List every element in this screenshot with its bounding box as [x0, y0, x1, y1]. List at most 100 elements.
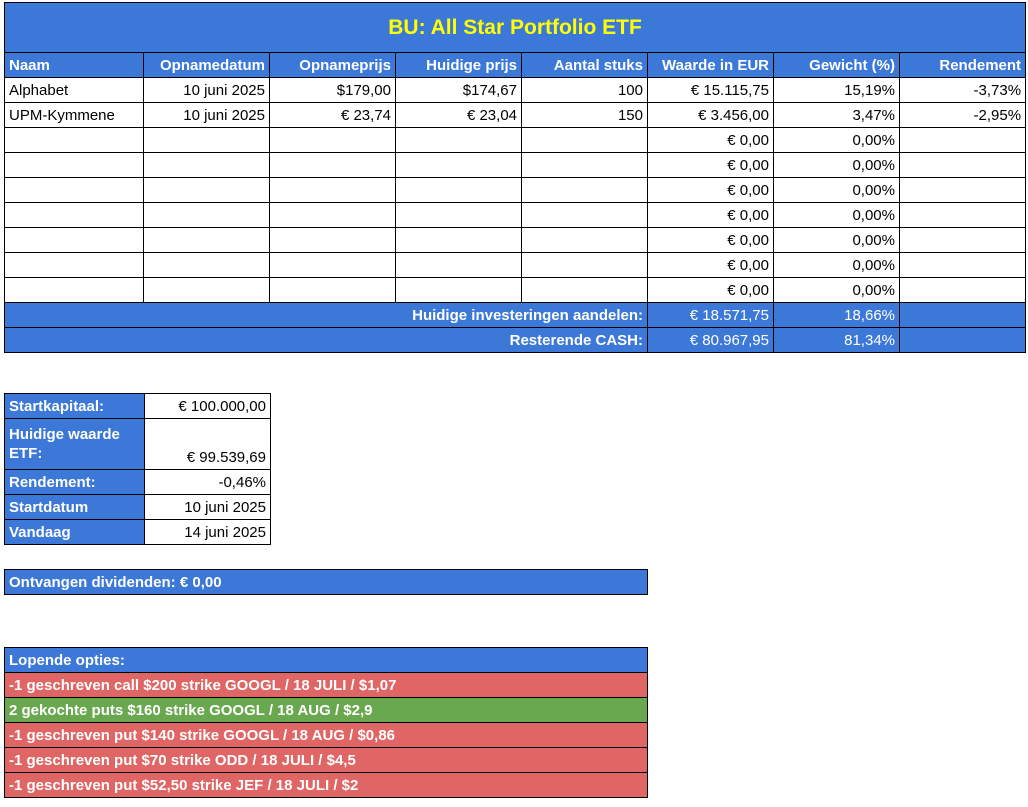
cell-gewicht[interactable]: 0,00% [773, 252, 900, 278]
cell-rendement[interactable] [898, 252, 1027, 278]
cell-naam[interactable]: Alphabet [4, 77, 144, 103]
cell-aantal-stuks[interactable] [521, 152, 648, 178]
cell-aantal-stuks[interactable]: 100 [521, 77, 648, 103]
cell-waarde-eur[interactable]: € 0,00 [647, 152, 774, 178]
summary-value-startkapitaal[interactable]: € 100.000,00 [144, 393, 271, 419]
cell-gewicht[interactable]: 0,00% [773, 152, 900, 178]
cash-label[interactable]: Resterende CASH: [4, 327, 648, 353]
cell-aantal-stuks[interactable]: 150 [521, 102, 648, 128]
cell-rendement[interactable] [898, 277, 1027, 303]
cell-huidige-prijs[interactable] [395, 152, 522, 178]
cell-waarde-eur[interactable]: € 0,00 [647, 127, 774, 153]
cell-naam[interactable]: UPM-Kymmene [4, 102, 144, 128]
option-item[interactable]: -1 geschreven put $70 strike ODD / 18 JU… [4, 747, 648, 773]
header-rendement[interactable]: Rendement [898, 52, 1027, 78]
option-item[interactable]: -1 geschreven put $140 strike GOOGL / 18… [4, 722, 648, 748]
cell-aantal-stuks[interactable] [521, 127, 648, 153]
cell-rendement[interactable]: -3,73% [898, 77, 1027, 103]
cell-aantal-stuks[interactable] [521, 277, 648, 303]
investments-empty-cell[interactable] [898, 302, 1027, 328]
cell-opnamedatum[interactable] [143, 277, 270, 303]
cell-huidige-prijs[interactable] [395, 277, 522, 303]
cell-naam[interactable] [4, 152, 144, 178]
cell-waarde-eur[interactable]: € 15.115,75 [647, 77, 774, 103]
summary-value-startdatum[interactable]: 10 juni 2025 [144, 494, 271, 520]
cell-opnamedatum[interactable] [143, 177, 270, 203]
cell-opnamedatum[interactable] [143, 152, 270, 178]
option-item[interactable]: 2 gekochte puts $160 strike GOOGL / 18 A… [4, 697, 648, 723]
cell-opnameprijs[interactable] [269, 277, 396, 303]
cell-opnameprijs[interactable] [269, 152, 396, 178]
header-gewicht[interactable]: Gewicht (%) [773, 52, 900, 78]
cell-huidige-prijs[interactable] [395, 202, 522, 228]
cell-naam[interactable] [4, 177, 144, 203]
investments-value[interactable]: € 18.571,75 [647, 302, 774, 328]
cell-opnamedatum[interactable] [143, 202, 270, 228]
cell-huidige-prijs[interactable]: $174,67 [395, 77, 522, 103]
cell-rendement[interactable] [898, 227, 1027, 253]
summary-label-huidige-waarde[interactable]: Huidige waarde ETF: [4, 418, 145, 470]
cell-waarde-eur[interactable]: € 0,00 [647, 252, 774, 278]
cell-naam[interactable] [4, 127, 144, 153]
cell-naam[interactable] [4, 277, 144, 303]
cell-aantal-stuks[interactable] [521, 252, 648, 278]
investments-pct[interactable]: 18,66% [773, 302, 900, 328]
summary-label-startdatum[interactable]: Startdatum [4, 494, 145, 520]
cell-gewicht[interactable]: 0,00% [773, 277, 900, 303]
cell-rendement[interactable] [898, 202, 1027, 228]
summary-label-startkapitaal[interactable]: Startkapitaal: [4, 393, 145, 419]
cell-gewicht[interactable]: 0,00% [773, 127, 900, 153]
summary-value-vandaag[interactable]: 14 juni 2025 [144, 519, 271, 545]
summary-label-vandaag[interactable]: Vandaag [4, 519, 145, 545]
header-waarde-eur[interactable]: Waarde in EUR [647, 52, 774, 78]
header-opnameprijs[interactable]: Opnameprijs [269, 52, 396, 78]
cell-aantal-stuks[interactable] [521, 227, 648, 253]
cell-opnameprijs[interactable]: $179,00 [269, 77, 396, 103]
cell-waarde-eur[interactable]: € 3.456,00 [647, 102, 774, 128]
cell-huidige-prijs[interactable] [395, 177, 522, 203]
options-header[interactable]: Lopende opties: [4, 647, 648, 673]
cell-waarde-eur[interactable]: € 0,00 [647, 202, 774, 228]
cell-rendement[interactable]: -2,95% [898, 102, 1027, 128]
option-item[interactable]: -1 geschreven put $52,50 strike JEF / 18… [4, 772, 648, 798]
cell-aantal-stuks[interactable] [521, 202, 648, 228]
cell-huidige-prijs[interactable] [395, 227, 522, 253]
summary-value-rendement[interactable]: -0,46% [144, 469, 271, 495]
cell-gewicht[interactable]: 0,00% [773, 227, 900, 253]
cell-naam[interactable] [4, 252, 144, 278]
investments-label[interactable]: Huidige investeringen aandelen: [4, 302, 648, 328]
cell-opnamedatum[interactable] [143, 127, 270, 153]
header-opnamedatum[interactable]: Opnamedatum [143, 52, 270, 78]
cell-opnamedatum[interactable] [143, 227, 270, 253]
header-huidige-prijs[interactable]: Huidige prijs [395, 52, 522, 78]
cell-opnamedatum[interactable] [143, 252, 270, 278]
summary-value-huidige-waarde[interactable]: € 99.539,69 [144, 418, 271, 470]
cell-gewicht[interactable]: 15,19% [773, 77, 900, 103]
cell-naam[interactable] [4, 202, 144, 228]
cell-huidige-prijs[interactable]: € 23,04 [395, 102, 522, 128]
cash-value[interactable]: € 80.967,95 [647, 327, 774, 353]
cell-opnameprijs[interactable]: € 23,74 [269, 102, 396, 128]
cell-gewicht[interactable]: 0,00% [773, 202, 900, 228]
header-aantal-stuks[interactable]: Aantal stuks [521, 52, 648, 78]
header-naam[interactable]: Naam [4, 52, 144, 78]
cell-naam[interactable] [4, 227, 144, 253]
cell-huidige-prijs[interactable] [395, 127, 522, 153]
cell-waarde-eur[interactable]: € 0,00 [647, 227, 774, 253]
cash-pct[interactable]: 81,34% [773, 327, 900, 353]
dividends-received[interactable]: Ontvangen dividenden: € 0,00 [4, 569, 648, 595]
cell-opnameprijs[interactable] [269, 127, 396, 153]
portfolio-title[interactable]: BU: All Star Portfolio ETF [3, 2, 1027, 53]
cell-waarde-eur[interactable]: € 0,00 [647, 177, 774, 203]
cell-rendement[interactable] [898, 127, 1027, 153]
cell-gewicht[interactable]: 0,00% [773, 177, 900, 203]
cell-gewicht[interactable]: 3,47% [773, 102, 900, 128]
cell-waarde-eur[interactable]: € 0,00 [647, 277, 774, 303]
cell-opnameprijs[interactable] [269, 252, 396, 278]
cell-rendement[interactable] [898, 177, 1027, 203]
cell-opnameprijs[interactable] [269, 227, 396, 253]
option-item[interactable]: -1 geschreven call $200 strike GOOGL / 1… [4, 672, 648, 698]
cell-opnamedatum[interactable]: 10 juni 2025 [143, 102, 270, 128]
cell-huidige-prijs[interactable] [395, 252, 522, 278]
cell-opnamedatum[interactable]: 10 juni 2025 [143, 77, 270, 103]
